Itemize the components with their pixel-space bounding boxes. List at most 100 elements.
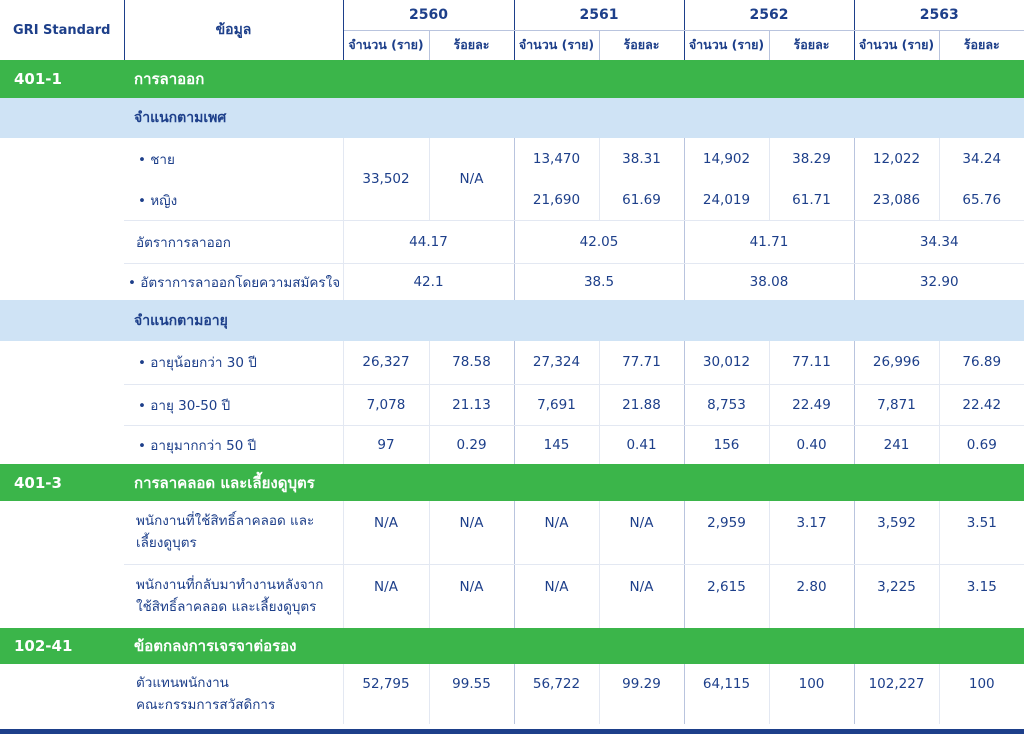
header-year-2560: 2560 bbox=[343, 0, 515, 31]
table-cell: 0.29 bbox=[428, 425, 514, 464]
table-cell: 102,227 bbox=[853, 664, 939, 724]
table-cell: 21,690 bbox=[513, 180, 599, 221]
table-cell: 100 bbox=[938, 664, 1024, 724]
table-cell: 7,078 bbox=[342, 384, 429, 426]
table-cell: 3.17 bbox=[768, 501, 854, 565]
table-cell: 0.41 bbox=[598, 425, 684, 464]
table-cell: 44.17 bbox=[342, 220, 514, 264]
table-row-female: • หญิง 21,690 61.69 24,019 61.71 23,086 … bbox=[0, 180, 1024, 221]
row-label: • อายุน้อยกว่า 30 ปี bbox=[124, 341, 343, 385]
section-code: 102-41 bbox=[0, 628, 124, 664]
table-cell: 13,470 bbox=[513, 138, 599, 180]
table-cell: N/A bbox=[598, 564, 684, 628]
table-cell: 3.51 bbox=[938, 501, 1024, 565]
table-cell: N/A bbox=[598, 501, 684, 565]
section-title: ข้อตกลงการเจรจาต่อรอง bbox=[124, 628, 1024, 664]
table-cell: 34.34 bbox=[853, 220, 1024, 264]
table-cell: 24,019 bbox=[683, 180, 769, 221]
row-label-line: พนักงานที่ใช้สิทธิ์ลาคลอด และ bbox=[136, 513, 315, 530]
table-cell: 61.69 bbox=[598, 180, 684, 221]
table-cell: 156 bbox=[683, 425, 769, 464]
header-percent: ร้อยละ bbox=[599, 30, 685, 60]
row-label: • อัตราการลาออกโดยความสมัครใจ bbox=[128, 274, 341, 291]
section-title: การลาออก bbox=[124, 60, 1024, 98]
table-cell: 26,327 bbox=[342, 341, 429, 385]
header-count: จำนวน (ราย) bbox=[684, 30, 770, 60]
table-row-turnover-rate: อัตราการลาออก 44.17 42.05 41.71 34.34 bbox=[0, 220, 1024, 264]
table-cell: 42.05 bbox=[513, 220, 684, 264]
table-cell: 56,722 bbox=[513, 664, 599, 724]
header-year-row: GRI Standard ข้อมูล 2560 2561 2562 2563 bbox=[0, 0, 1024, 60]
table-cell: 22.42 bbox=[938, 384, 1024, 426]
table-cell: 27,324 bbox=[513, 341, 599, 385]
table-cell: 97 bbox=[342, 425, 429, 464]
section-row-401-3: 401-3 การลาคลอด และเลี้ยงดูบุตร bbox=[0, 464, 1024, 501]
section-code: 401-3 bbox=[0, 464, 124, 501]
table-cell: N/A bbox=[342, 501, 429, 565]
table-cell: 77.71 bbox=[598, 341, 684, 385]
table-cell: 100 bbox=[768, 664, 854, 724]
table-cell: 38.31 bbox=[598, 138, 684, 180]
header-year-2561: 2561 bbox=[514, 0, 685, 31]
table-cell: 7,691 bbox=[513, 384, 599, 426]
row-label: อัตราการลาออก bbox=[124, 220, 343, 264]
section-code: 401-1 bbox=[0, 60, 124, 98]
cell-2560-count: 33,502 bbox=[342, 138, 429, 221]
row-label: ตัวแทนพนักงาน คณะกรรมการสวัสดิการ bbox=[124, 664, 343, 724]
table-cell: 2,959 bbox=[683, 501, 769, 565]
table-cell: N/A bbox=[513, 564, 599, 628]
row-label: พนักงานที่กลับมาทำงานหลังจาก ใช้สิทธิ์ลา… bbox=[124, 564, 343, 628]
table-cell: 99.29 bbox=[598, 664, 684, 724]
header-data: ข้อมูล bbox=[124, 0, 344, 60]
table-cell: 21.88 bbox=[598, 384, 684, 426]
table-cell: 26,996 bbox=[853, 341, 939, 385]
table-cell: 21.13 bbox=[428, 384, 514, 426]
table-cell: 76.89 bbox=[938, 341, 1024, 385]
row-label-line: ใช้สิทธิ์ลาคลอด และเลี้ยงดูบุตร bbox=[136, 599, 317, 616]
table-cell: 2,615 bbox=[683, 564, 769, 628]
table-cell: N/A bbox=[342, 564, 429, 628]
table-row-parental-return: พนักงานที่กลับมาทำงานหลังจาก ใช้สิทธิ์ลา… bbox=[0, 564, 1024, 628]
header-percent: ร้อยละ bbox=[769, 30, 855, 60]
header-gri-standard: GRI Standard bbox=[0, 0, 125, 60]
table-cell: 32.90 bbox=[853, 263, 1024, 300]
section-row-401-1: 401-1 การลาออก bbox=[0, 60, 1024, 98]
table-cell: 61.71 bbox=[768, 180, 854, 221]
header-count: จำนวน (ราย) bbox=[514, 30, 600, 60]
table-row-age-30-50: • อายุ 30-50 ปี 7,078 21.13 7,691 21.88 … bbox=[0, 384, 1024, 426]
table-row-male: • ชาย 33,502 N/A 13,470 38.31 14,902 38.… bbox=[0, 138, 1024, 221]
table-row-voluntary-rate: • อัตราการลาออกโดยความสมัครใจ 42.1 38.5 … bbox=[0, 263, 1024, 300]
table-cell: N/A bbox=[428, 564, 514, 628]
subsection-title: จำแนกตามอายุ bbox=[124, 300, 1024, 341]
row-label: • ชาย bbox=[138, 152, 175, 168]
header-year-2563: 2563 bbox=[854, 0, 1024, 31]
table-cell: 23,086 bbox=[853, 180, 939, 221]
table-row-bargaining: ตัวแทนพนักงาน คณะกรรมการสวัสดิการ 52,795… bbox=[0, 664, 1024, 724]
row-label-line: เลี้ยงดูบุตร bbox=[136, 535, 197, 552]
row-label: • อายุ 30-50 ปี bbox=[124, 384, 343, 426]
table-cell: 3,592 bbox=[853, 501, 939, 565]
table-cell: 41.71 bbox=[683, 220, 854, 264]
table-cell: 52,795 bbox=[342, 664, 429, 724]
table-cell: 38.29 bbox=[768, 138, 854, 180]
table-cell: 3.15 bbox=[938, 564, 1024, 628]
table-cell: 12,022 bbox=[853, 138, 939, 180]
row-label-line: พนักงานที่กลับมาทำงานหลังจาก bbox=[136, 577, 324, 594]
row-label: พนักงานที่ใช้สิทธิ์ลาคลอด และ เลี้ยงดูบุ… bbox=[124, 501, 343, 565]
header-percent: ร้อยละ bbox=[429, 30, 515, 60]
section-title: การลาคลอด และเลี้ยงดูบุตร bbox=[124, 464, 1024, 501]
row-label-line: ตัวแทนพนักงาน bbox=[136, 675, 229, 691]
table-cell: 38.08 bbox=[683, 263, 854, 300]
table-row-age-over-50: • อายุมากกว่า 50 ปี 97 0.29 145 0.41 156… bbox=[0, 425, 1024, 464]
header-count: จำนวน (ราย) bbox=[854, 30, 940, 60]
table-cell: 99.55 bbox=[428, 664, 514, 724]
table-cell: 7,871 bbox=[853, 384, 939, 426]
table-cell: 65.76 bbox=[938, 180, 1024, 221]
table-row-parental-leave: พนักงานที่ใช้สิทธิ์ลาคลอด และ เลี้ยงดูบุ… bbox=[0, 501, 1024, 565]
table-cell: 0.69 bbox=[938, 425, 1024, 464]
table-cell: 145 bbox=[513, 425, 599, 464]
header-sub-row: จำนวน (ราย) ร้อยละ จำนวน (ราย) ร้อยละ จำ… bbox=[0, 30, 1024, 60]
table-cell: 0.40 bbox=[768, 425, 854, 464]
subsection-age-row: จำแนกตามอายุ bbox=[0, 300, 1024, 341]
